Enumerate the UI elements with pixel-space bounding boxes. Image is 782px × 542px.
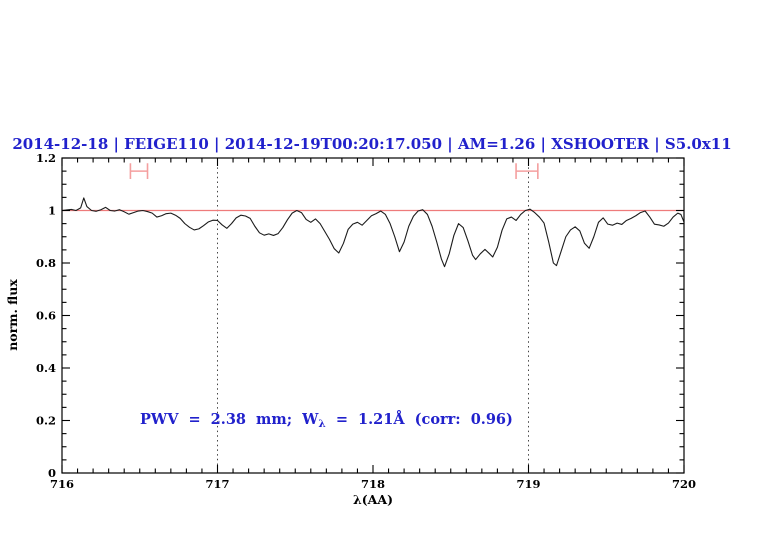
- x-tick-label: 717: [205, 477, 229, 491]
- x-tick-label: 716: [50, 477, 74, 491]
- y-tick-label: 0.2: [36, 414, 56, 428]
- pwv-annotation-suffix: = 1.21Å (corr: 0.96): [326, 410, 513, 428]
- y-tick-label: 0.4: [36, 361, 56, 375]
- y-tick-label: 0: [48, 466, 56, 480]
- pwv-annotation-prefix: PWV = 2.38 mm; W: [140, 411, 319, 428]
- y-tick-label: 0.8: [36, 256, 56, 270]
- x-tick-label: 718: [361, 477, 385, 491]
- lambda-subscript: λ: [318, 418, 325, 430]
- x-axis-label: λ(AA): [353, 492, 393, 507]
- x-tick-label: 720: [672, 477, 696, 491]
- plot-title: 2014-12-18 | FEIGE110 | 2014-12-19T00:20…: [12, 135, 731, 153]
- y-axis-label: norm. flux: [5, 279, 20, 351]
- chart-layer: 716 717 718 719 720 0 0.2 0.4 0.6 0.8 1 1.2: [36, 151, 696, 491]
- y-tick-label: 0.6: [36, 309, 56, 323]
- pwv-annotation: PWV = 2.38 mm; Wλ = 1.21Å (corr: 0.96): [140, 410, 513, 430]
- y-tick-label: 1: [48, 204, 56, 218]
- x-tick-label: 719: [516, 477, 540, 491]
- y-tick-label: 1.2: [36, 151, 56, 165]
- spectrum-line: [61, 197, 685, 268]
